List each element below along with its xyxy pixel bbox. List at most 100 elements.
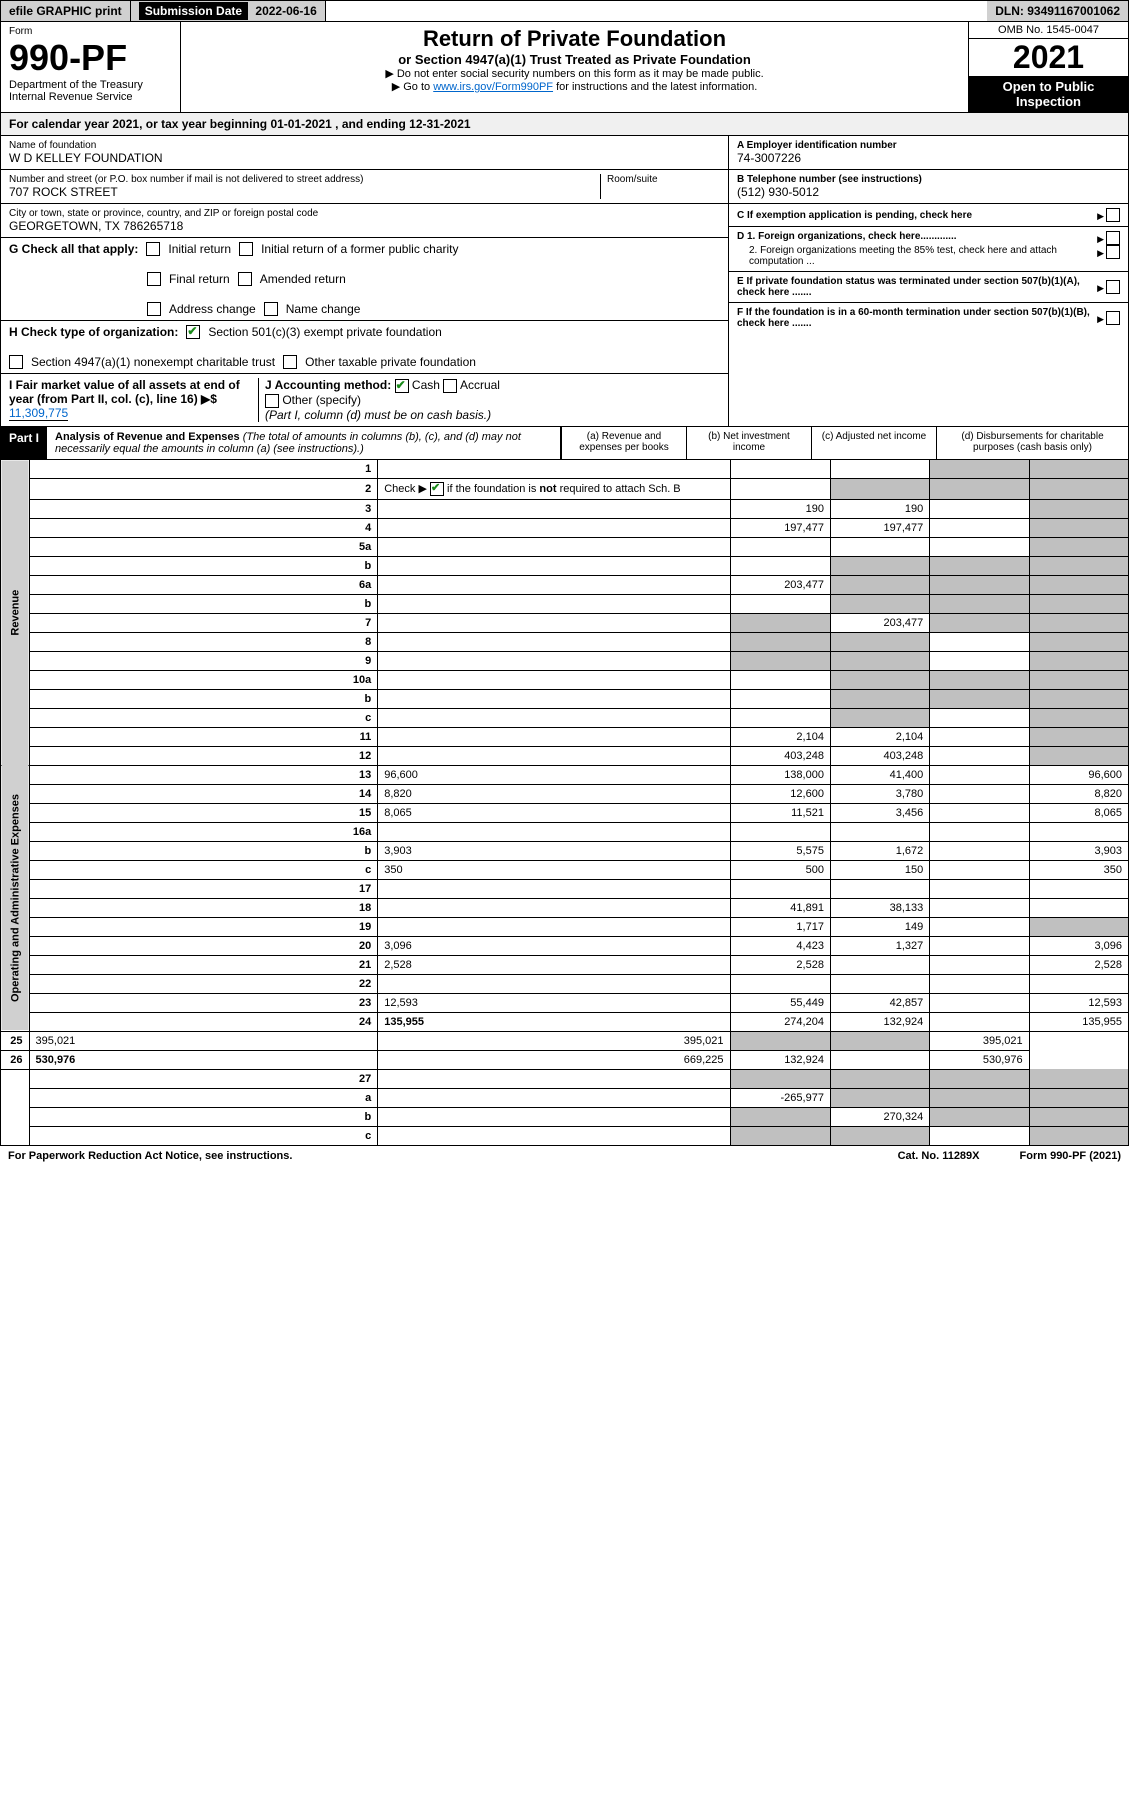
row-description: 8,065	[378, 803, 730, 822]
row-description	[378, 879, 730, 898]
table-row: a-265,977	[1, 1088, 1129, 1107]
section-c-label: C If exemption application is pending, c…	[737, 210, 1097, 221]
col-a-value	[730, 689, 830, 708]
cash-checkbox[interactable]	[395, 379, 409, 393]
col-d-value: 3,903	[1029, 841, 1128, 860]
col-c-value	[930, 936, 1029, 955]
table-row: 6a 203,477	[1, 575, 1129, 594]
col-a-value: 55,449	[730, 993, 830, 1012]
col-c-value	[930, 632, 1029, 651]
name-change-checkbox[interactable]	[264, 302, 278, 316]
col-d-value	[1029, 518, 1128, 537]
table-row: 26530,976669,225132,924530,976	[1, 1050, 1129, 1069]
part1-table: Revenue12Check ▶ if the foundation is no…	[0, 460, 1129, 1146]
501c3-checkbox[interactable]	[186, 325, 200, 339]
page-footer: For Paperwork Reduction Act Notice, see …	[0, 1146, 1129, 1166]
row-number: 6a	[29, 575, 378, 594]
final-return-checkbox[interactable]	[147, 272, 161, 286]
initial-return-checkbox[interactable]	[146, 242, 160, 256]
col-d-value: 12,593	[1029, 993, 1128, 1012]
room-label: Room/suite	[607, 174, 720, 185]
foreign-org-checkbox[interactable]	[1106, 231, 1120, 245]
row-number: a	[29, 1088, 378, 1107]
col-d-value	[1029, 727, 1128, 746]
ein-label: A Employer identification number	[737, 140, 1120, 151]
accrual-checkbox[interactable]	[443, 379, 457, 393]
col-b-value: 132,924	[830, 1012, 929, 1031]
omb-number: OMB No. 1545-0047	[969, 22, 1128, 39]
col-b-value	[830, 822, 929, 841]
amended-return-checkbox[interactable]	[238, 272, 252, 286]
table-row: 8	[1, 632, 1129, 651]
row-number: 7	[29, 613, 378, 632]
row-number: 17	[29, 879, 378, 898]
table-row: c	[1, 708, 1129, 727]
col-a-value: 203,477	[730, 575, 830, 594]
instruction-2: ▶ Go to www.irs.gov/Form990PF for instru…	[185, 80, 964, 93]
col-d-value: 530,976	[930, 1050, 1029, 1069]
col-d-value	[1029, 575, 1128, 594]
table-row: 9	[1, 651, 1129, 670]
row-number: c	[29, 708, 378, 727]
dln: DLN: 93491167001062	[987, 1, 1128, 21]
60month-term-checkbox[interactable]	[1106, 311, 1120, 325]
col-c-value	[930, 746, 1029, 765]
other-taxable-checkbox[interactable]	[283, 355, 297, 369]
exemption-pending-checkbox[interactable]	[1106, 208, 1120, 222]
col-c-value	[930, 1107, 1029, 1126]
form-ref: Form 990-PF (2021)	[1020, 1150, 1121, 1162]
row-number: 3	[29, 499, 378, 518]
col-d-value	[1029, 613, 1128, 632]
col-d-value: 8,065	[1029, 803, 1128, 822]
col-b-value: 41,400	[830, 765, 929, 784]
address-change-checkbox[interactable]	[147, 302, 161, 316]
row-number: 11	[29, 727, 378, 746]
col-c-value	[930, 917, 1029, 936]
other-method-checkbox[interactable]	[265, 394, 279, 408]
col-c-value	[930, 499, 1029, 518]
fmv-value: 11,309,775	[9, 406, 68, 421]
row-number: 2	[29, 478, 378, 499]
col-b-value	[830, 537, 929, 556]
table-row: b3,9035,5751,6723,903	[1, 841, 1129, 860]
open-public-badge: Open to Public Inspection	[969, 76, 1128, 112]
col-b-value	[830, 689, 929, 708]
table-row: 17	[1, 879, 1129, 898]
col-b-value: 3,780	[830, 784, 929, 803]
row-number: 20	[29, 936, 378, 955]
schb-not-required-checkbox[interactable]	[430, 482, 444, 496]
col-a-value	[730, 478, 830, 499]
85pct-test-checkbox[interactable]	[1106, 245, 1120, 259]
col-d-value: 350	[1029, 860, 1128, 879]
col-b-value	[830, 955, 929, 974]
phone-label: B Telephone number (see instructions)	[737, 174, 1120, 185]
submission-date: Submission Date 2022-06-16	[131, 1, 326, 21]
col-d-value: 2,528	[1029, 955, 1128, 974]
row-number: 13	[29, 765, 378, 784]
row-number: 21	[29, 955, 378, 974]
calendar-year-row: For calendar year 2021, or tax year begi…	[0, 113, 1129, 136]
table-row: 2Check ▶ if the foundation is not requir…	[1, 478, 1129, 499]
4947a1-checkbox[interactable]	[9, 355, 23, 369]
ein-value: 74-3007226	[737, 151, 1120, 165]
initial-former-checkbox[interactable]	[239, 242, 253, 256]
col-a-value: 500	[730, 860, 830, 879]
form990pf-link[interactable]: www.irs.gov/Form990PF	[433, 81, 553, 93]
col-c-value	[930, 708, 1029, 727]
col-b-value: 203,477	[830, 613, 929, 632]
revenue-side-label: Revenue	[1, 460, 30, 766]
table-row: 158,06511,5213,4568,065	[1, 803, 1129, 822]
status-terminated-checkbox[interactable]	[1106, 280, 1120, 294]
col-b-value: 270,324	[830, 1107, 929, 1126]
table-row: 4197,477197,477	[1, 518, 1129, 537]
table-row: 16a	[1, 822, 1129, 841]
col-a-value	[730, 974, 830, 993]
efile-label[interactable]: efile GRAPHIC print	[1, 1, 131, 21]
col-a-header: (a) Revenue and expenses per books	[561, 427, 686, 459]
col-a-value: 1,717	[730, 917, 830, 936]
row-number: 5a	[29, 537, 378, 556]
table-row: 27	[1, 1069, 1129, 1088]
col-d-value	[1029, 1069, 1128, 1088]
col-a-value	[730, 613, 830, 632]
name-label: Name of foundation	[9, 140, 720, 151]
